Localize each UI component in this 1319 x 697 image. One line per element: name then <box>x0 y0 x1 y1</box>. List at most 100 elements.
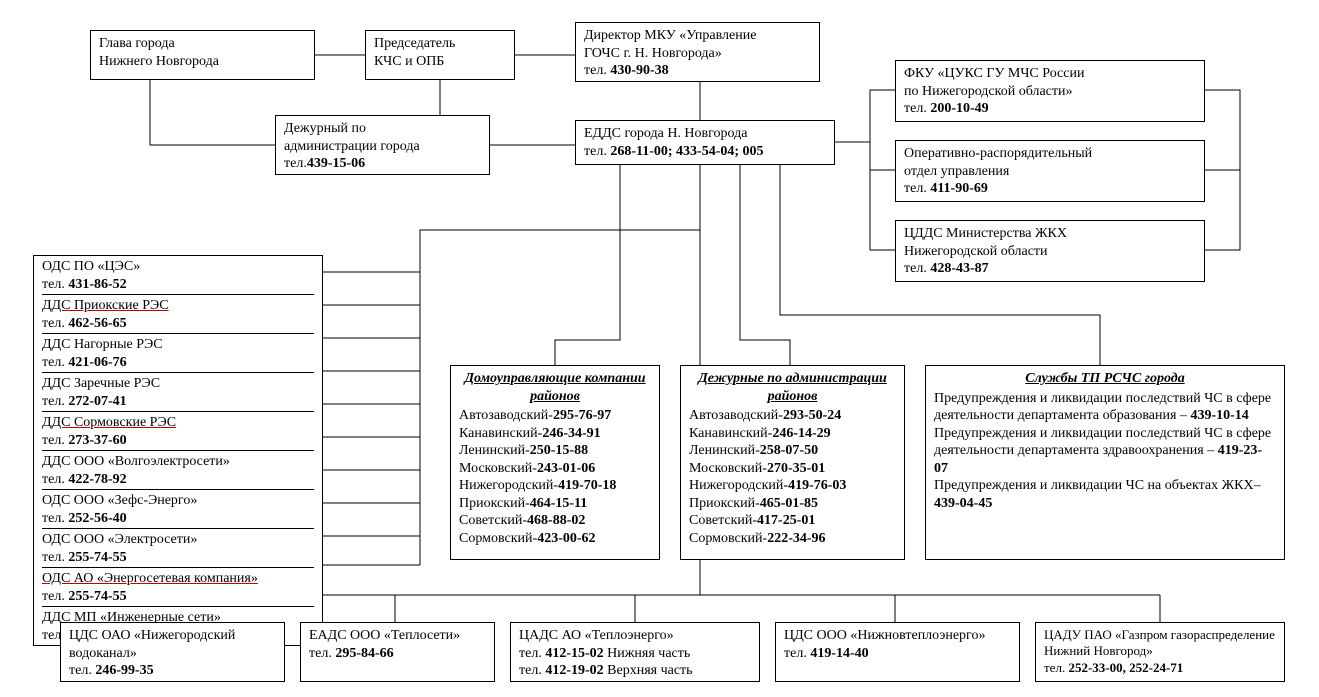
tel-line: тел. 295-84-66 <box>309 645 486 663</box>
tel-line: тел.439-15-06 <box>284 155 481 173</box>
text-line: Глава города <box>99 35 306 53</box>
box-cdds-zhkh: ЦДДС Министерства ЖКХ Нижегородской обла… <box>895 220 1205 282</box>
text-line: ЕДДС города Н. Новгорода <box>584 125 826 143</box>
district-row: Советский-417-25-01 <box>689 512 896 530</box>
tel-line: тел. 252-33-00, 252-24-71 <box>1044 660 1276 676</box>
text-line: ЕАДС ООО «Теплосети» <box>309 627 486 645</box>
service-name: ДДС ООО «Волгоэлектросети» <box>42 453 314 471</box>
district-row: Канавинский-246-34-91 <box>459 425 651 443</box>
tel-line: тел. 421-06-76 <box>42 354 314 372</box>
text-line: Нижегородской области <box>904 243 1196 261</box>
tel-line: тел. 412-15-02 Нижняя часть <box>519 645 751 663</box>
power-service-row: ДДС ООО «Волгоэлектросети»тел. 422-78-92 <box>42 450 314 489</box>
district-row: Автозаводский-295-76-97 <box>459 407 651 425</box>
power-service-row: ОДС АО «Энергосетевая компания»тел. 255-… <box>42 567 314 606</box>
tel-line: тел. 412-19-02 Верхняя часть <box>519 662 751 680</box>
service-name: ОДС ООО «Зефс-Энерго» <box>42 492 314 510</box>
box-cuks: ФКУ «ЦУКС ГУ МЧС России по Нижегородской… <box>895 60 1205 122</box>
tp-service-line: Предупреждения и ликвидации последствий … <box>934 425 1276 478</box>
power-service-row: ДДС Приокские РЭСтел. 462-56-65 <box>42 294 314 333</box>
district-row: Приокский-464-15-11 <box>459 495 651 513</box>
box-power-services-stack: ОДС ПО «ЦЭС»тел. 431-86-52ДДС Приокские … <box>33 255 323 646</box>
text-line: Дежурный по <box>284 120 481 138</box>
tel-line: тел. 428-43-87 <box>904 260 1196 278</box>
text-line: КЧС и ОПБ <box>374 53 506 71</box>
tel-line: тел. 246-99-35 <box>69 662 276 680</box>
text-line: ЦАДС АО «Теплоэнерго» <box>519 627 751 645</box>
tel-line: тел. 255-74-55 <box>42 549 314 567</box>
service-name: ОДС ПО «ЦЭС» <box>42 258 314 276</box>
district-row: Сормовский-222-34-96 <box>689 530 896 548</box>
tel-line: тел. 268-11-00; 433-54-04; 005 <box>584 143 826 161</box>
power-service-row: ОДС ООО «Зефс-Энерго»тел. 252-56-40 <box>42 489 314 528</box>
district-row: Приокский-465-01-85 <box>689 495 896 513</box>
box-head-of-city: Глава города Нижнего Новгорода <box>90 30 315 80</box>
power-service-row: ДДС Нагорные РЭСтел. 421-06-76 <box>42 333 314 372</box>
tel-line: тел. 273-37-60 <box>42 432 314 450</box>
box-title: Службы ТП РСЧС города <box>934 370 1276 388</box>
district-row: Московский-243-01-06 <box>459 460 651 478</box>
tel-line: тел. 272-07-41 <box>42 393 314 411</box>
service-name: ОДС АО «Энергосетевая компания» <box>42 570 314 588</box>
tel-line: тел. 462-56-65 <box>42 315 314 333</box>
tel-line: тел. 411-90-69 <box>904 180 1196 198</box>
box-teploenergo: ЦАДС АО «Теплоэнерго» тел. 412-15-02 Ниж… <box>510 622 760 682</box>
text-line: отдел управления <box>904 163 1196 181</box>
box-oper-dept: Оперативно-распорядительный отдел управл… <box>895 140 1205 202</box>
text-line: Нижнего Новгорода <box>99 53 306 71</box>
tel-line: тел. 255-74-55 <box>42 588 314 606</box>
text-line: ЦДС ООО «Нижновтеплоэнерго» <box>784 627 1011 645</box>
tel-line: тел. 430-90-38 <box>584 62 811 80</box>
service-name: ОДС ООО «Электросети» <box>42 531 314 549</box>
box-duty-admin-districts: Дежурные по администрации районов Автоза… <box>680 365 905 560</box>
district-row: Автозаводский-293-50-24 <box>689 407 896 425</box>
tel-line: тел. 200-10-49 <box>904 100 1196 118</box>
tp-service-line: Предупреждения и ликвидации последствий … <box>934 390 1276 425</box>
district-row: Сормовский-423-00-62 <box>459 530 651 548</box>
tel-line: тел. 431-86-52 <box>42 276 314 294</box>
text-line: ФКУ «ЦУКС ГУ МЧС России <box>904 65 1196 83</box>
service-name: ДДС Нагорные РЭС <box>42 336 314 354</box>
box-title: Домоуправляющие компании районов <box>459 370 651 405</box>
org-chart-canvas: Глава города Нижнего Новгорода Председат… <box>0 0 1319 697</box>
service-name: ДДС Сормовские РЭС <box>42 414 314 432</box>
text-line: ЦДС ОАО «Нижегородский <box>69 627 276 645</box>
box-duty-admin-city: Дежурный по администрации города тел.439… <box>275 115 490 175</box>
box-tp-rschs: Службы ТП РСЧС города Предупреждения и л… <box>925 365 1285 560</box>
text-line: по Нижегородской области» <box>904 83 1196 101</box>
district-row: Нижегородский-419-70-18 <box>459 477 651 495</box>
text-line: Председатель <box>374 35 506 53</box>
text-line: ЦАДУ ПАО «Газпром газораспределение <box>1044 627 1276 643</box>
text-line: Нижний Новгород» <box>1044 643 1276 659</box>
service-name: ДДС Заречные РЭС <box>42 375 314 393</box>
district-row: Московский-270-35-01 <box>689 460 896 478</box>
power-service-row: ДДС Сормовские РЭСтел. 273-37-60 <box>42 411 314 450</box>
power-service-row: ОДС ООО «Электросети»тел. 255-74-55 <box>42 528 314 567</box>
district-row: Ленинский-250-15-88 <box>459 442 651 460</box>
box-vodokanal: ЦДС ОАО «Нижегородский водоканал» тел. 2… <box>60 622 285 682</box>
tp-service-line: Предупреждения и ликвидации ЧС на объект… <box>934 477 1276 512</box>
box-title: Дежурные по администрации районов <box>689 370 896 405</box>
text-line: ЦДДС Министерства ЖКХ <box>904 225 1196 243</box>
box-management-companies: Домоуправляющие компании районов Автозав… <box>450 365 660 560</box>
box-nizhnovteplo: ЦДС ООО «Нижновтеплоэнерго» тел. 419-14-… <box>775 622 1020 682</box>
box-director-mku: Директор МКУ «Управление ГОЧС г. Н. Новг… <box>575 22 820 82</box>
district-row: Ленинский-258-07-50 <box>689 442 896 460</box>
power-service-row: ОДС ПО «ЦЭС»тел. 431-86-52 <box>42 256 314 294</box>
text-line: ГОЧС г. Н. Новгорода» <box>584 45 811 63</box>
text-line: администрации города <box>284 138 481 156</box>
district-row: Канавинский-246-14-29 <box>689 425 896 443</box>
power-service-row: ДДС Заречные РЭСтел. 272-07-41 <box>42 372 314 411</box>
tel-line: тел. 252-56-40 <box>42 510 314 528</box>
service-name: ДДС Приокские РЭС <box>42 297 314 315</box>
district-row: Советский-468-88-02 <box>459 512 651 530</box>
text-line: водоканал» <box>69 645 276 663</box>
text-line: Директор МКУ «Управление <box>584 27 811 45</box>
box-edds: ЕДДС города Н. Новгорода тел. 268-11-00;… <box>575 120 835 165</box>
tel-line: тел. 419-14-40 <box>784 645 1011 663</box>
text-line: Оперативно-распорядительный <box>904 145 1196 163</box>
box-gazprom: ЦАДУ ПАО «Газпром газораспределение Нижн… <box>1035 622 1285 682</box>
box-teploseti: ЕАДС ООО «Теплосети» тел. 295-84-66 <box>300 622 495 682</box>
tel-line: тел. 422-78-92 <box>42 471 314 489</box>
district-row: Нижегородский-419-76-03 <box>689 477 896 495</box>
